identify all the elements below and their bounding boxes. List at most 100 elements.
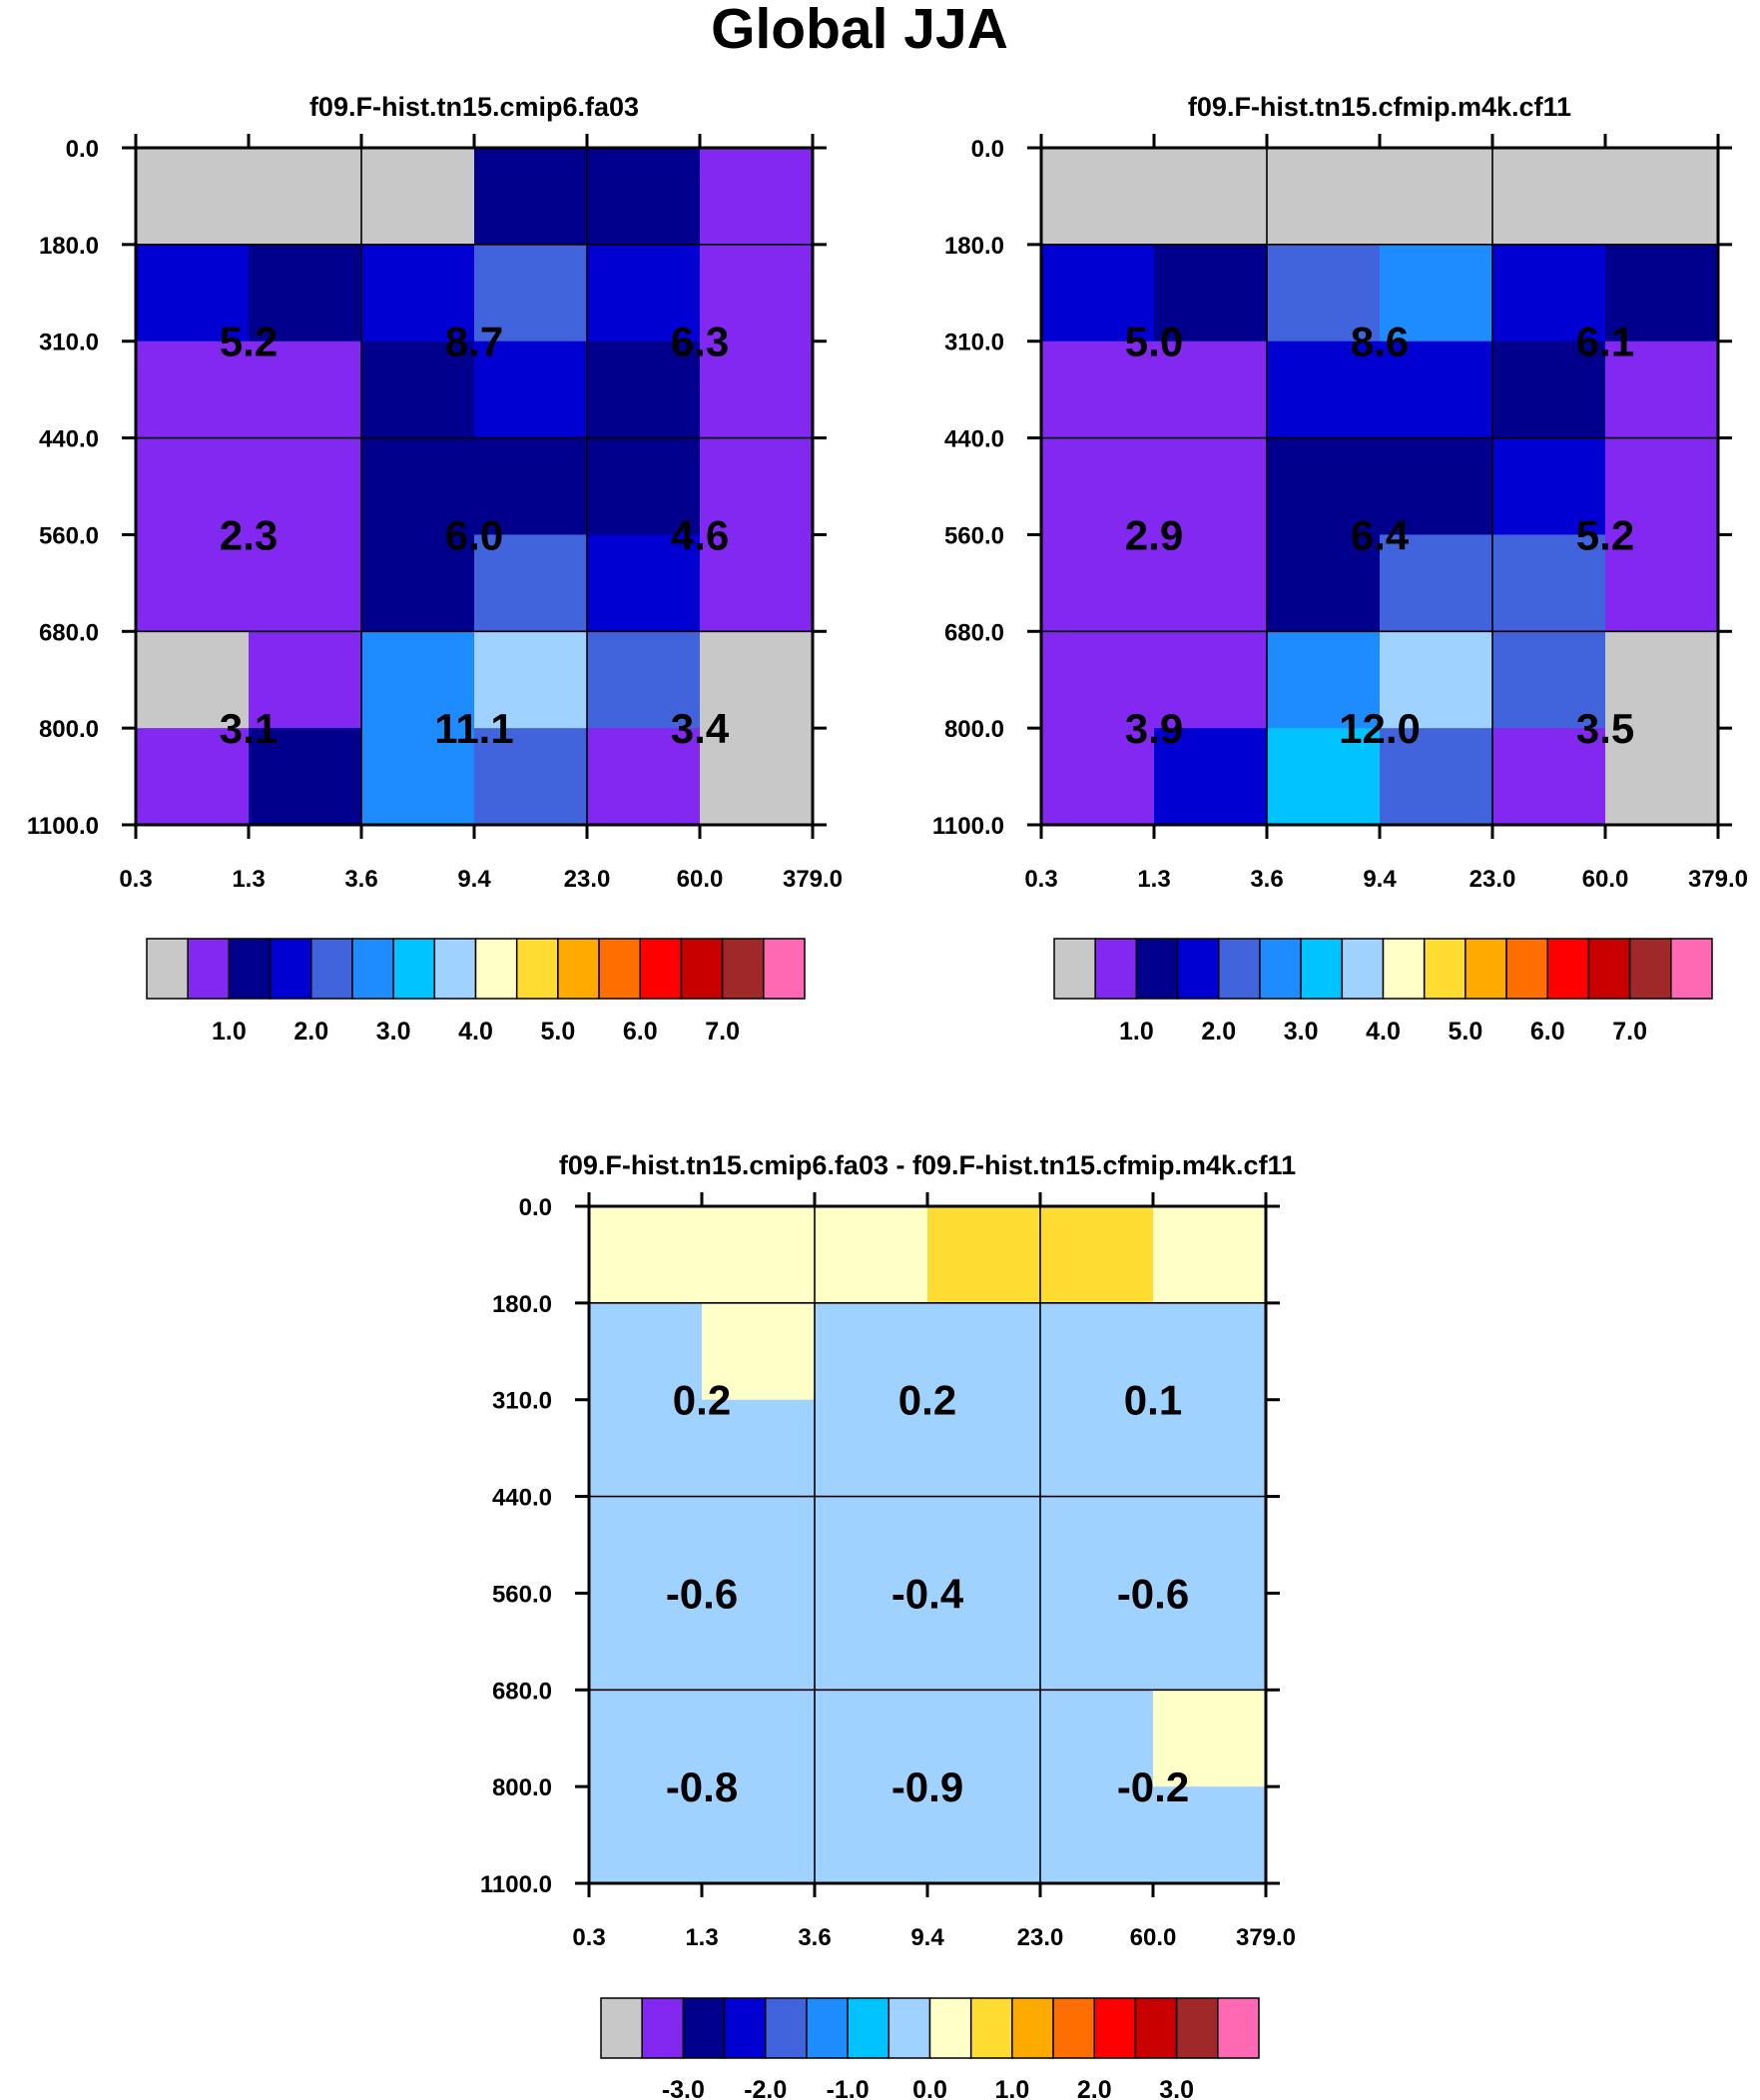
- colorbar-label: 2.0: [1077, 2076, 1112, 2100]
- x-tick-label: 60.0: [677, 866, 724, 893]
- heatmap-cell: [1267, 631, 1381, 729]
- cell-value-label: 3.9: [1125, 705, 1183, 752]
- panel-2: f09.F-hist.tn15.cfmip.m4k.cf11 0.3 1.3 3.6 9…: [932, 92, 1748, 1046]
- heatmap-cell: [249, 534, 362, 632]
- heatmap-cell: [815, 1786, 928, 1884]
- colorbar-swatch: [1094, 938, 1138, 1000]
- heatmap-cell: [1040, 1302, 1154, 1401]
- heatmap-cell: [1041, 728, 1155, 826]
- cell-value-label: 6.3: [671, 319, 729, 365]
- heatmap-cell: [361, 148, 475, 246]
- cell-value-label: 0.2: [673, 1377, 731, 1424]
- colorbar-label: -2.0: [744, 2076, 787, 2100]
- heatmap-cell: [1492, 631, 1606, 729]
- heatmap-cell: [700, 148, 814, 246]
- cell-value-label: 5.0: [1125, 319, 1183, 365]
- heatmap-cell: [249, 631, 362, 729]
- heatmap-cell: [1040, 1593, 1154, 1691]
- heatmap-cell: [1267, 148, 1381, 246]
- colorbar-label: 7.0: [1612, 1018, 1647, 1046]
- colorbar-swatch: [887, 1997, 931, 2059]
- colorbar-label: 1.0: [994, 2076, 1029, 2100]
- colorbar-label: -1.0: [827, 2076, 870, 2100]
- heatmap-cell: [474, 728, 588, 826]
- colorbar-swatch: [474, 938, 518, 1000]
- colorbar-label: 3.0: [376, 1018, 411, 1046]
- cell-value-label: 8.7: [445, 319, 503, 365]
- colorbar-swatch: [392, 938, 436, 1000]
- heatmap-cell: [249, 341, 362, 439]
- heatmap-cell: [474, 341, 588, 439]
- colorbar-swatch: [1587, 938, 1631, 1000]
- heatmap-cell: [474, 437, 588, 535]
- x-tick-label: 379.0: [783, 866, 843, 893]
- panel-title: f09.F-hist.tn15.cfmip.m4k.cf11: [1188, 92, 1571, 122]
- heatmap-cell: [1041, 148, 1155, 246]
- heatmap-cell: [361, 244, 475, 343]
- heatmap-cell: [927, 1593, 1041, 1691]
- heatmap-cell: [1267, 244, 1381, 343]
- cell-value-label: -0.6: [1117, 1570, 1189, 1617]
- colorbar-label: -3.0: [662, 2076, 705, 2100]
- colorbar-swatch: [1053, 938, 1096, 1000]
- colorbar-label: 5.0: [540, 1018, 575, 1046]
- colorbar-swatch: [1628, 938, 1672, 1000]
- heatmap-cell: [815, 1302, 928, 1401]
- heatmap-cell: [361, 341, 475, 439]
- heatmap-cell: [249, 148, 362, 246]
- heatmap-cell: [587, 244, 701, 343]
- heatmap-cell: [1154, 148, 1268, 246]
- heatmap-cell: [136, 534, 250, 632]
- heatmap-cell: [927, 1690, 1041, 1787]
- colorbar-swatch: [1670, 938, 1713, 1000]
- heatmap-cell: [1492, 728, 1606, 826]
- x-tick-label: 9.4: [910, 1924, 944, 1951]
- heatmap-cell: [1605, 341, 1719, 439]
- colorbar-swatch: [146, 938, 189, 1000]
- heatmap-cell: [702, 1399, 816, 1498]
- y-tick-label: 560.0: [492, 1581, 552, 1608]
- cell-value-label: 2.9: [1125, 511, 1183, 558]
- cell-value-label: 12.0: [1339, 705, 1421, 752]
- heatmap-cell: [589, 1399, 703, 1498]
- colorbar-swatch: [1135, 938, 1179, 1000]
- heatmap-cell: [587, 341, 701, 439]
- colorbar-label: 3.0: [1284, 1018, 1319, 1046]
- heatmap-cell: [1154, 244, 1268, 343]
- colorbar-swatch: [600, 1997, 643, 2059]
- heatmap-cell: [700, 534, 814, 632]
- heatmap-cell: [587, 728, 701, 826]
- colorbar-swatch: [723, 1997, 767, 2059]
- heatmap-cell: [249, 244, 362, 343]
- heatmap-cell: [361, 728, 475, 826]
- colorbar-swatch: [1465, 938, 1507, 1000]
- x-tick-label: 3.6: [344, 866, 377, 893]
- x-tick-label: 0.3: [1024, 866, 1057, 893]
- y-tick-label: 800.0: [39, 716, 99, 743]
- x-tick-label: 9.4: [457, 866, 491, 893]
- y-tick-label: 680.0: [39, 619, 99, 646]
- heatmap-cell: [587, 534, 701, 632]
- heatmap-cell: [815, 1593, 928, 1691]
- heatmap-cell: [1041, 341, 1155, 439]
- cell-value-label: -0.2: [1117, 1763, 1189, 1810]
- heatmap-cell: [589, 1593, 703, 1691]
- heatmap-cell: [589, 1206, 703, 1304]
- heatmap-cell: [1153, 1496, 1267, 1594]
- heatmap-cell: [1040, 1496, 1154, 1594]
- heatmap-cell: [589, 1690, 703, 1787]
- heatmap-cell: [136, 728, 250, 826]
- y-tick-label: 440.0: [39, 426, 99, 453]
- heatmap-cell: [1041, 534, 1155, 632]
- heatmap-cell: [1040, 1399, 1154, 1498]
- colorbar-swatch: [680, 938, 724, 1000]
- colorbar-swatch: [1093, 1997, 1137, 2059]
- x-tick-label: 379.0: [1236, 1924, 1296, 1951]
- heatmap-cell: [1380, 631, 1493, 729]
- colorbar-swatch: [228, 938, 272, 1000]
- colorbar-swatch: [847, 1997, 890, 2059]
- heatmap-cell: [1492, 437, 1606, 535]
- heatmap-cell: [1040, 1786, 1154, 1884]
- heatmap-cell: [1154, 534, 1268, 632]
- colorbar-swatch: [187, 938, 231, 1000]
